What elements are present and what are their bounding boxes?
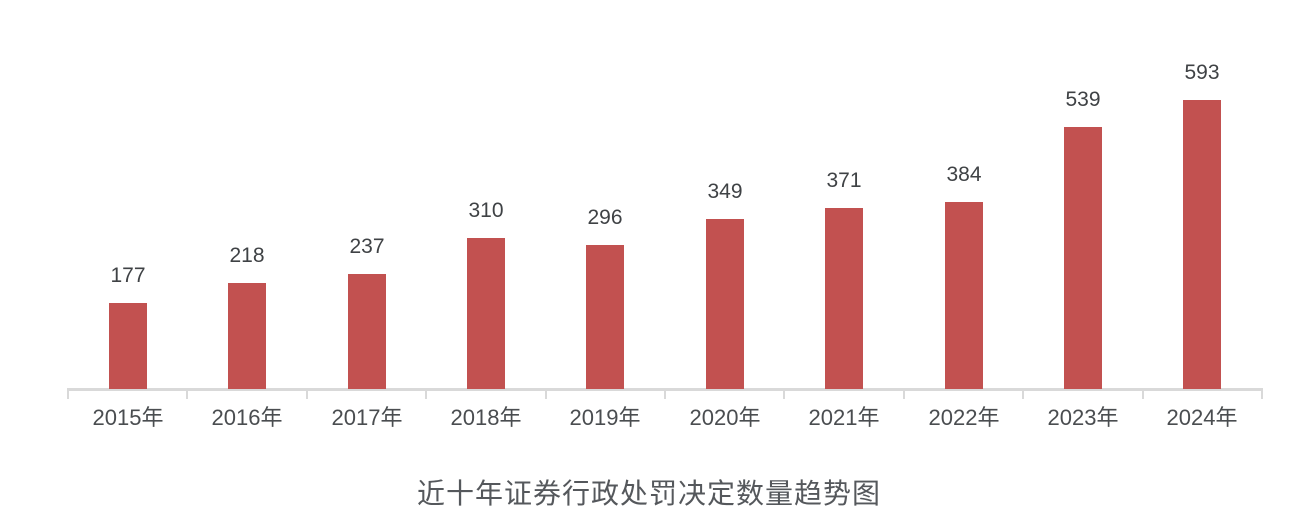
x-axis-tick <box>1142 388 1144 399</box>
bar-value-label: 371 <box>826 169 862 192</box>
bar-value-label: 539 <box>1065 88 1101 111</box>
bar <box>1183 100 1221 389</box>
x-axis-category-label: 2023年 <box>1047 405 1119 430</box>
x-axis-category-label: 2017年 <box>331 405 403 430</box>
x-axis-tick <box>903 388 905 399</box>
bar <box>1064 127 1102 389</box>
x-axis-tick <box>545 388 547 399</box>
bar <box>228 283 266 389</box>
bar-value-label: 177 <box>110 264 146 287</box>
x-axis-tick <box>783 388 785 399</box>
bar <box>109 303 147 389</box>
x-axis-tick <box>664 388 666 399</box>
x-axis-category-label: 2019年 <box>569 405 641 430</box>
bar <box>467 238 505 389</box>
x-axis-category-label: 2022年 <box>928 405 1000 430</box>
x-axis-tick <box>1022 388 1024 399</box>
bar <box>348 274 386 389</box>
x-axis-tick <box>425 388 427 399</box>
bar <box>825 208 863 389</box>
x-axis-tick <box>306 388 308 399</box>
x-axis-category-label: 2020年 <box>689 405 761 430</box>
chart-title: 近十年证券行政处罚决定数量趋势图 <box>416 478 881 509</box>
x-axis-tick <box>67 388 69 399</box>
x-axis-category-label: 2021年 <box>808 405 880 430</box>
bar-value-label: 349 <box>707 180 743 203</box>
x-axis-category-label: 2018年 <box>450 405 522 430</box>
x-axis-category-label: 2016年 <box>211 405 283 430</box>
bar <box>586 245 624 389</box>
bar-value-label: 237 <box>349 235 385 258</box>
bar-value-label: 384 <box>946 163 982 186</box>
x-axis-category-label: 2015年 <box>92 405 164 430</box>
bar-value-label: 593 <box>1184 61 1220 84</box>
x-axis-category-label: 2024年 <box>1166 405 1238 430</box>
bar <box>945 202 983 389</box>
x-axis-tick <box>1261 388 1263 399</box>
bar-value-label: 310 <box>468 199 504 222</box>
bar-value-label: 296 <box>587 206 623 229</box>
bar <box>706 219 744 389</box>
x-axis-tick <box>186 388 188 399</box>
bar-value-label: 218 <box>229 244 265 267</box>
